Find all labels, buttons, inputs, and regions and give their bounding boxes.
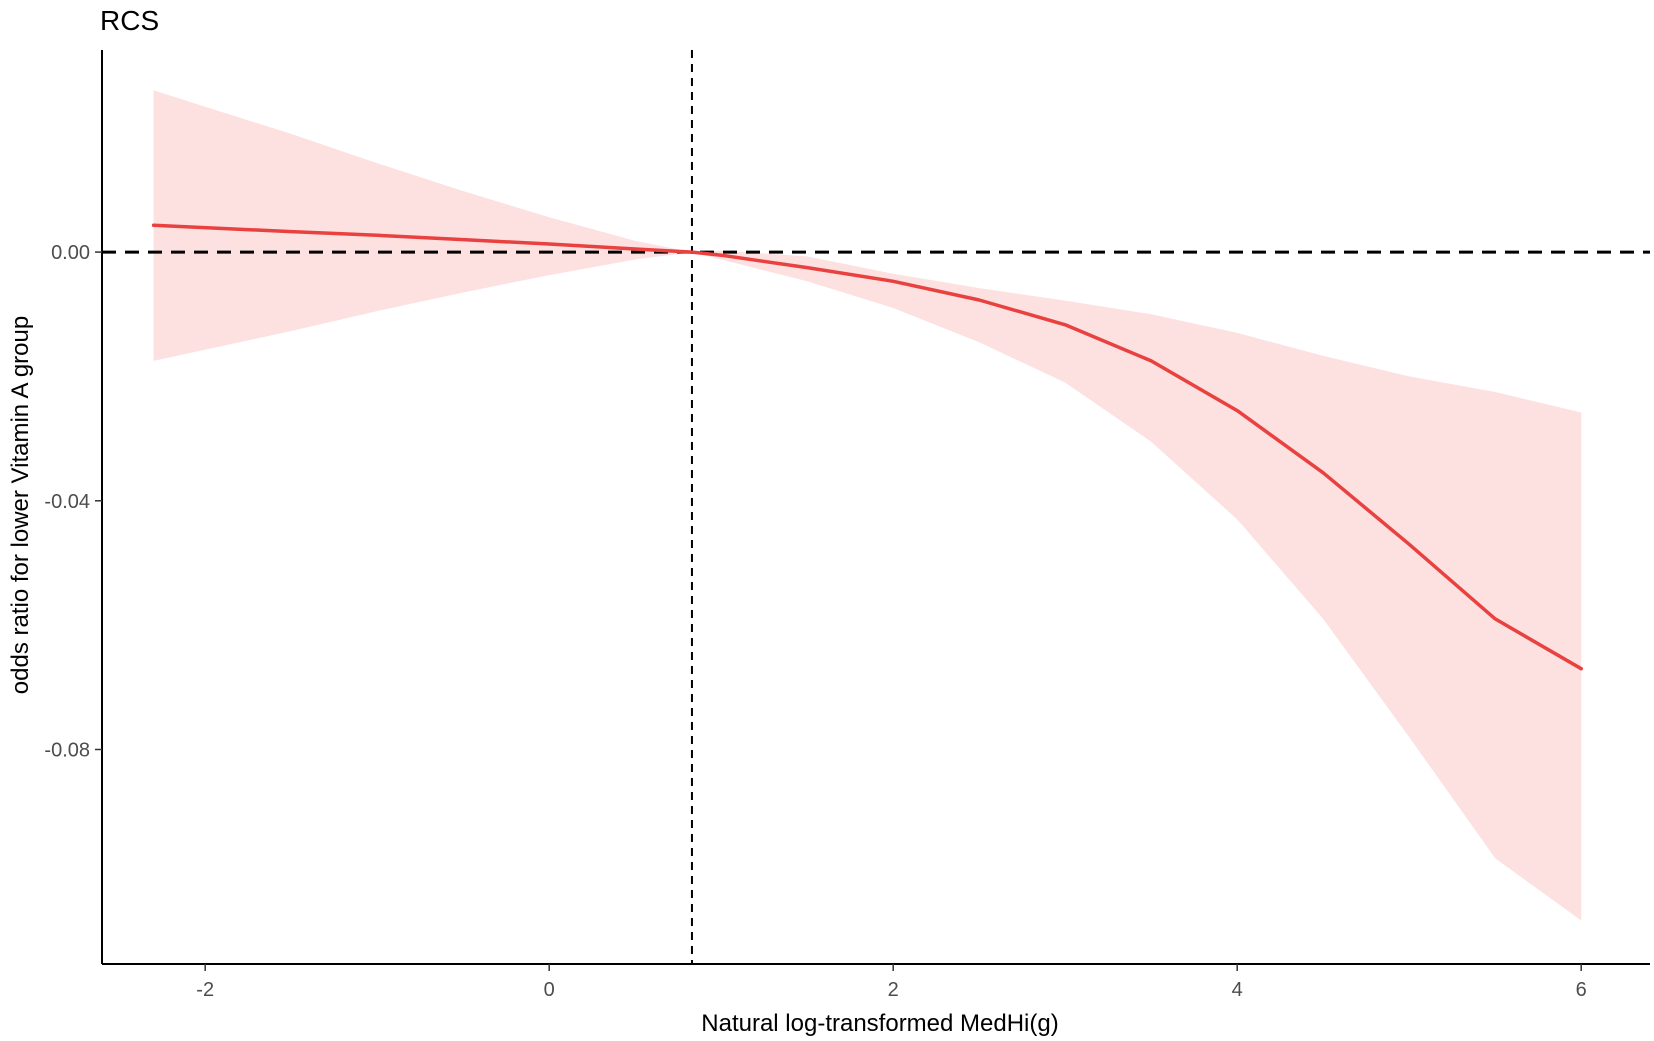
y-tick-label: 0.00 (51, 242, 90, 264)
confidence-band (153, 90, 1582, 921)
axes (101, 50, 1650, 965)
x-tick-label: 2 (888, 979, 899, 1001)
y-ticks: 0.00 -0.04 -0.08 (44, 242, 102, 761)
x-ticks: -2 0 2 4 6 (196, 964, 1587, 1001)
x-tick-label: 6 (1576, 979, 1587, 1001)
series-line-layer (151, 223, 1583, 671)
y-tick-label: -0.08 (44, 739, 90, 761)
confidence-band-layer (153, 90, 1582, 921)
x-tick-label: 0 (544, 979, 555, 1001)
chart-title: RCS (100, 5, 159, 36)
y-tick-label: -0.04 (44, 491, 90, 513)
reference-lines (102, 50, 1650, 964)
x-tick-label: 4 (1232, 979, 1243, 1001)
x-axis-title: Natural log-transformed MedHi(g) (701, 1010, 1058, 1037)
series-line (151, 223, 1583, 671)
x-tick-label: -2 (196, 979, 214, 1001)
y-axis-title: odds ratio for lower Vitamin A group (7, 316, 34, 694)
